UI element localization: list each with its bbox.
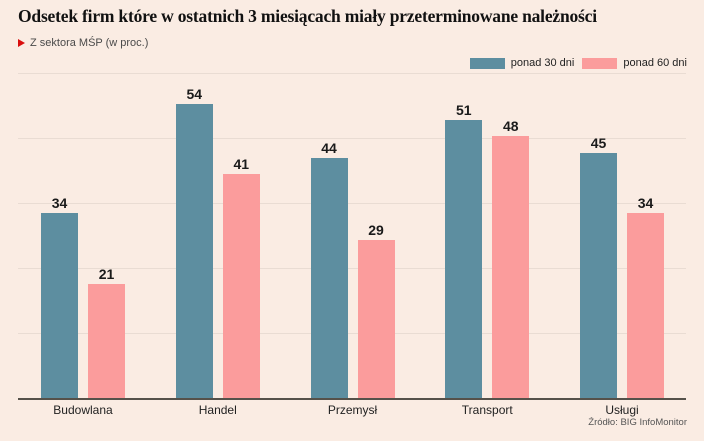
bar-groups: 34 21 54 41 44 29 51 48 45 34 <box>18 60 686 398</box>
bar-col: 48 <box>492 118 530 398</box>
bar-value-label: 41 <box>233 156 250 172</box>
gridline <box>18 203 686 204</box>
x-axis-label-budowlana: Budowlana <box>53 403 113 417</box>
x-axis-label-przemysł: Przemysł <box>327 403 378 417</box>
x-axis-label-handel: Handel <box>198 403 237 417</box>
bar-ponad-60-dni <box>222 174 260 398</box>
bar-col: 45 <box>580 136 617 398</box>
bar-col: 29 <box>357 222 395 398</box>
bar-group-przemysł: 44 29 <box>310 140 395 398</box>
chart-subtitle-row: Z sektora MŚP (w proc.) <box>18 37 148 49</box>
legend-label: ponad 30 dni <box>510 57 575 69</box>
bar-value-label: 48 <box>502 118 519 134</box>
gridline <box>18 333 686 334</box>
bar-ponad-60-dni <box>492 136 530 398</box>
bar-col: 54 <box>175 86 213 398</box>
gridline <box>18 138 686 139</box>
bar-value-label: 21 <box>98 266 115 282</box>
bar-value-label: 54 <box>186 86 203 102</box>
source-note: Źródło: BIG InfoMonitor <box>588 417 687 428</box>
bar-ponad-30-dni <box>41 213 78 398</box>
bar-value-label: 29 <box>368 222 384 238</box>
bar-value-label: 34 <box>51 195 68 211</box>
bar-ponad-30-dni <box>175 104 213 398</box>
bar-ponad-30-dni <box>445 120 483 398</box>
bar-col: 34 <box>41 196 78 398</box>
bar-value-label: 45 <box>590 135 607 151</box>
bar-group-handel: 54 41 <box>175 86 260 398</box>
bar-ponad-60-dni <box>88 284 125 398</box>
bar-chart-plot-area: 34 21 54 41 44 29 51 48 45 34 <box>18 60 686 400</box>
bar-col: 34 <box>627 196 664 398</box>
x-axis-label-usługi: Usługi <box>605 403 639 417</box>
x-axis-labels: Budowlana Handel Przemysł Transport Usługi <box>18 403 686 417</box>
chart-legend: ponad 30 dni ponad 60 dni <box>469 57 687 69</box>
red-triangle-icon <box>18 39 25 47</box>
bar-ponad-60-dni <box>627 213 664 398</box>
page-title: Odsetek firm które w ostatnich 3 miesiąc… <box>18 6 597 26</box>
bar-col: 21 <box>88 267 125 398</box>
gridline <box>18 268 686 269</box>
bar-group-usługi: 45 34 <box>580 136 664 398</box>
legend-label: ponad 60 dni <box>623 57 687 69</box>
bar-col: 51 <box>445 102 483 398</box>
bar-value-label: 44 <box>321 140 337 156</box>
legend-item-ponad-60-dni: ponad 60 dni <box>582 57 687 69</box>
x-axis-label-transport: Transport <box>461 403 513 417</box>
chart-subtitle: Z sektora MŚP (w proc.) <box>30 37 149 49</box>
bar-ponad-60-dni <box>357 240 395 398</box>
bar-group-budowlana: 34 21 <box>41 196 125 398</box>
bar-col: 44 <box>310 140 348 398</box>
bar-group-transport: 51 48 <box>445 102 530 398</box>
bar-ponad-30-dni <box>580 153 617 398</box>
bar-col: 41 <box>222 156 260 398</box>
bar-ponad-30-dni <box>310 158 348 398</box>
legend-item-ponad-30-dni: ponad 30 dni <box>469 57 575 69</box>
bar-value-label: 51 <box>455 102 472 118</box>
bar-value-label: 34 <box>637 195 654 211</box>
gridline <box>18 73 686 74</box>
legend-swatch-pink <box>582 57 618 69</box>
legend-swatch-teal <box>469 57 505 69</box>
